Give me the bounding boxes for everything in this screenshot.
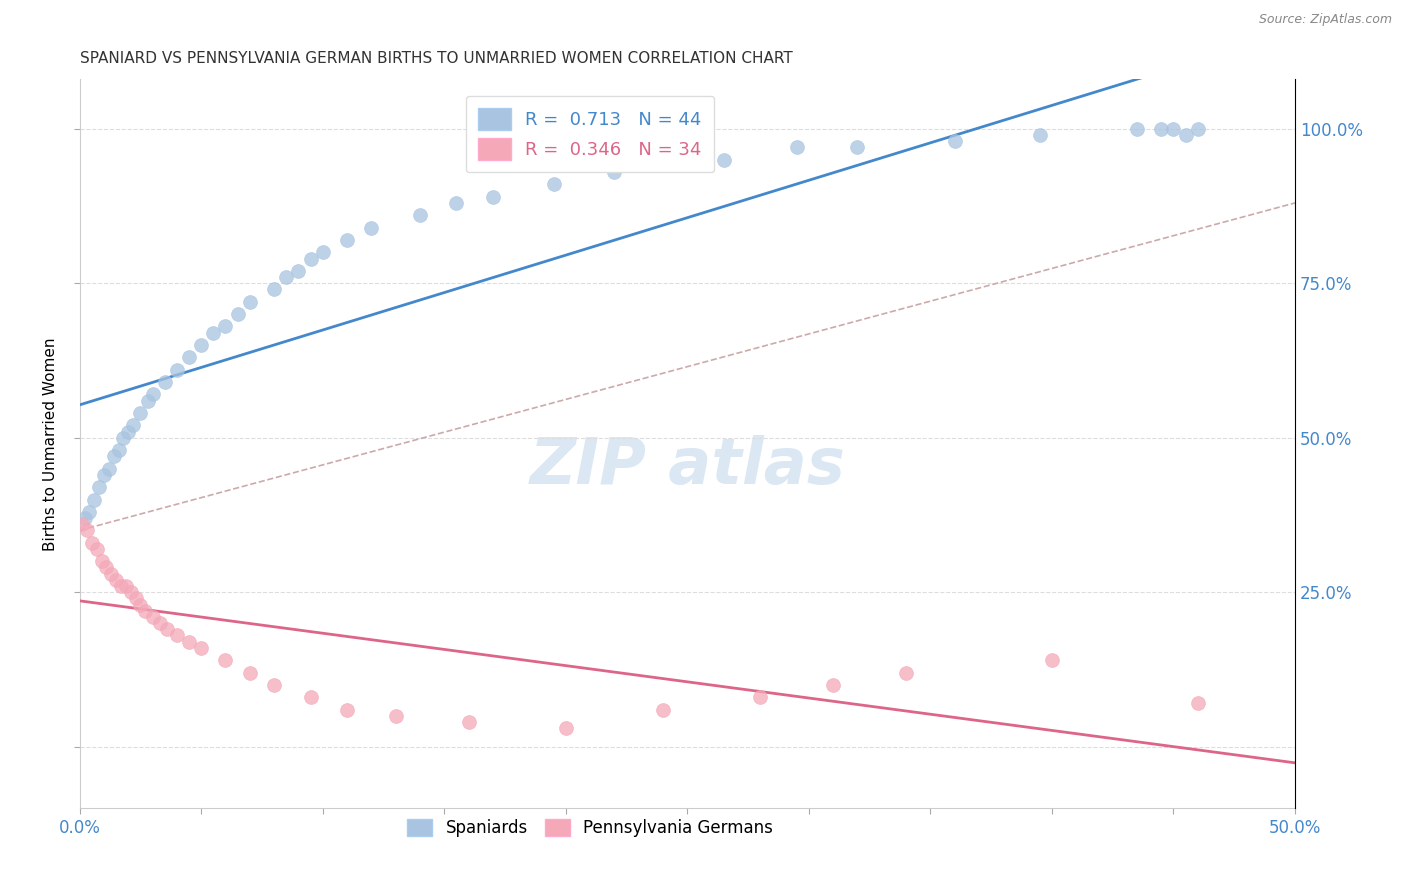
Point [336,702,359,716]
Point [1150,121,1173,136]
Point [93,467,115,482]
Point [142,610,165,624]
Text: ZIP atlas: ZIP atlas [530,434,845,497]
Point [263,678,285,692]
Point [136,393,159,408]
Y-axis label: Births to Unmarried Women: Births to Unmarried Women [44,337,58,550]
Point [122,418,145,433]
Point [124,591,146,606]
Point [107,443,129,458]
Point [153,375,176,389]
Point [190,640,212,655]
Point [129,598,152,612]
Point [97,461,120,475]
Point [80,535,103,549]
Point [166,628,188,642]
Point [749,690,772,705]
Point [312,245,335,260]
Point [263,282,285,296]
Point [70,517,93,532]
Point [112,431,135,445]
Point [603,165,626,179]
Point [79,505,101,519]
Point [823,678,845,692]
Point [90,554,112,568]
Point [457,714,479,729]
Point [117,425,139,439]
Text: SPANIARD VS PENNSYLVANIA GERMAN BIRTHS TO UNMARRIED WOMEN CORRELATION CHART: SPANIARD VS PENNSYLVANIA GERMAN BIRTHS T… [80,51,793,66]
Point [1187,121,1209,136]
Point [177,634,200,648]
Point [1163,121,1185,136]
Legend: Spaniards, Pennsylvania Germans: Spaniards, Pennsylvania Germans [401,813,779,844]
Point [156,622,179,636]
Point [202,326,225,340]
Point [86,541,108,556]
Point [214,319,236,334]
Point [786,140,808,154]
Point [1187,697,1209,711]
Point [87,480,110,494]
Text: Source: ZipAtlas.com: Source: ZipAtlas.com [1258,13,1392,27]
Point [336,233,359,247]
Point [652,702,675,716]
Point [1029,128,1052,142]
Point [142,387,165,401]
Point [177,351,200,365]
Point [76,524,98,538]
Point [446,195,468,210]
Point [129,406,152,420]
Point [846,140,869,154]
Point [299,690,322,705]
Point [120,585,142,599]
Point [943,134,966,148]
Point [1126,121,1149,136]
Point [96,560,118,574]
Point [100,566,122,581]
Point [73,511,96,525]
Point [543,178,565,192]
Point [190,338,212,352]
Point [149,616,172,631]
Point [299,252,322,266]
Point [214,653,236,667]
Point [482,190,505,204]
Point [114,579,136,593]
Point [166,363,188,377]
Point [226,307,249,321]
Point [1040,653,1063,667]
Point [239,294,262,309]
Point [554,721,576,735]
Point [83,492,105,507]
Point [103,449,125,463]
Point [110,579,132,593]
Point [134,604,156,618]
Point [384,708,406,723]
Point [409,208,432,222]
Point [239,665,262,680]
Point [276,270,298,285]
Point [713,153,735,167]
Point [360,220,382,235]
Point [894,665,917,680]
Point [1174,128,1197,142]
Point [105,573,128,587]
Point [287,264,309,278]
